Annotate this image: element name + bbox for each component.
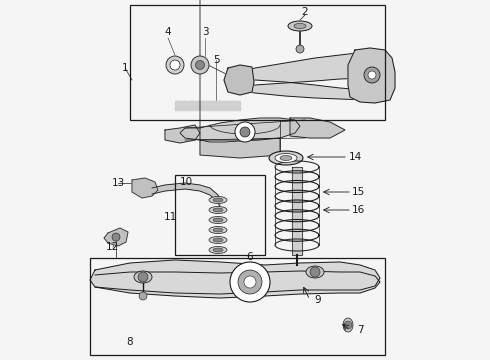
Ellipse shape: [269, 151, 303, 165]
Text: 7: 7: [357, 325, 363, 335]
Ellipse shape: [213, 248, 223, 252]
Bar: [130, 5, 385, 120]
Ellipse shape: [306, 266, 324, 278]
Text: 15: 15: [351, 187, 365, 197]
Text: 5: 5: [213, 55, 220, 65]
Circle shape: [230, 262, 270, 302]
Text: 1: 1: [122, 63, 128, 73]
Circle shape: [196, 60, 204, 69]
Circle shape: [344, 321, 352, 329]
Polygon shape: [230, 52, 388, 100]
Circle shape: [138, 272, 148, 282]
Circle shape: [238, 270, 262, 294]
Ellipse shape: [134, 271, 152, 283]
Ellipse shape: [280, 156, 292, 161]
Ellipse shape: [209, 247, 227, 253]
Polygon shape: [104, 228, 128, 246]
Text: 6: 6: [246, 252, 253, 262]
Ellipse shape: [209, 207, 227, 213]
Polygon shape: [292, 167, 302, 255]
Text: 13: 13: [111, 178, 124, 188]
Ellipse shape: [209, 216, 227, 224]
Ellipse shape: [209, 237, 227, 243]
Polygon shape: [175, 101, 240, 110]
Text: 12: 12: [105, 242, 119, 252]
Text: 11: 11: [163, 212, 176, 222]
Circle shape: [310, 267, 320, 277]
Circle shape: [166, 56, 184, 74]
Text: 14: 14: [348, 152, 362, 162]
Polygon shape: [152, 183, 220, 207]
Polygon shape: [200, 138, 280, 158]
Circle shape: [244, 276, 256, 288]
Polygon shape: [165, 125, 200, 143]
Circle shape: [191, 56, 209, 74]
Bar: [90, 258, 385, 355]
Ellipse shape: [213, 218, 223, 222]
Text: 10: 10: [179, 177, 193, 187]
Text: 3: 3: [202, 27, 208, 37]
Ellipse shape: [294, 23, 306, 28]
Ellipse shape: [213, 198, 223, 202]
Ellipse shape: [275, 153, 297, 162]
Text: 9: 9: [315, 295, 321, 305]
Ellipse shape: [209, 226, 227, 234]
Polygon shape: [180, 118, 300, 142]
Ellipse shape: [213, 238, 223, 242]
Text: 8: 8: [127, 337, 133, 347]
Polygon shape: [290, 118, 345, 138]
Circle shape: [296, 45, 304, 53]
Circle shape: [240, 127, 250, 137]
Ellipse shape: [288, 21, 312, 31]
Circle shape: [235, 122, 255, 142]
Circle shape: [112, 233, 120, 241]
Circle shape: [170, 60, 180, 70]
Circle shape: [368, 71, 376, 79]
Ellipse shape: [209, 197, 227, 203]
Ellipse shape: [213, 228, 223, 232]
Polygon shape: [90, 260, 380, 298]
Text: 16: 16: [351, 205, 365, 215]
Circle shape: [139, 292, 147, 300]
Text: 2: 2: [302, 7, 308, 17]
Text: 4: 4: [165, 27, 172, 37]
Polygon shape: [224, 65, 254, 95]
Bar: [175, 175, 265, 255]
Ellipse shape: [213, 208, 223, 212]
Ellipse shape: [343, 318, 353, 332]
Polygon shape: [132, 178, 158, 198]
Polygon shape: [348, 48, 395, 103]
Circle shape: [364, 67, 380, 83]
